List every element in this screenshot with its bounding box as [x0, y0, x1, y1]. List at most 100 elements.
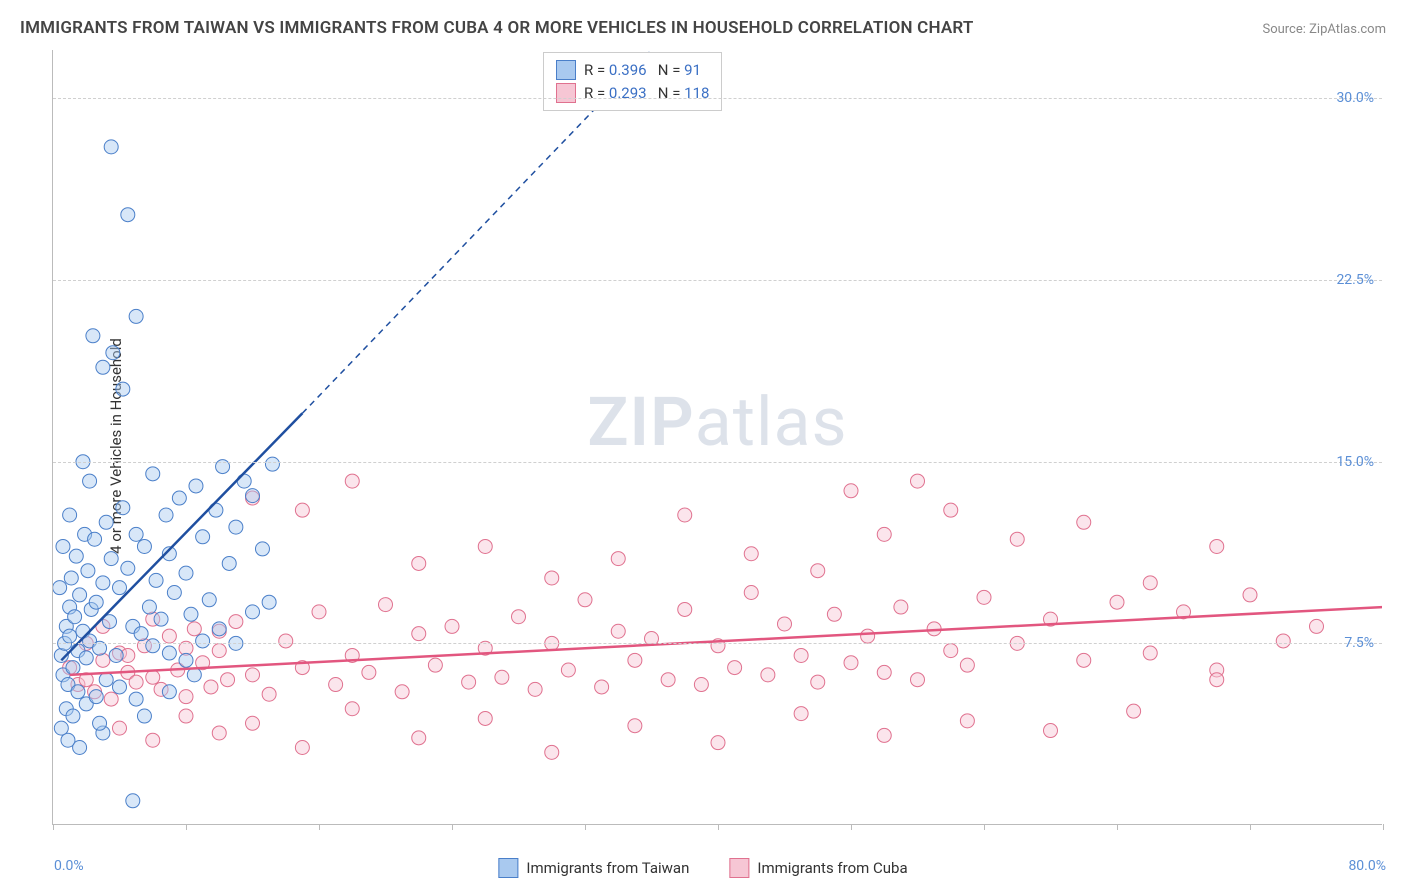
data-point [137, 539, 151, 553]
data-point [960, 714, 974, 728]
legend-label: Immigrants from Cuba [757, 859, 907, 877]
data-point [478, 711, 492, 725]
data-point [129, 527, 143, 541]
data-point [428, 658, 442, 672]
data-point [1077, 515, 1091, 529]
data-point [728, 661, 742, 675]
data-point [944, 503, 958, 517]
data-point [711, 736, 725, 750]
data-point [312, 605, 326, 619]
data-point [412, 627, 426, 641]
data-point [212, 622, 226, 636]
data-point [146, 639, 160, 653]
data-point [345, 474, 359, 488]
data-point [778, 617, 792, 631]
x-axis-max-label: 80.0% [1348, 858, 1386, 874]
data-point [611, 552, 625, 566]
series-legend: Immigrants from Taiwan Immigrants from Cu… [498, 858, 907, 878]
data-point [104, 692, 118, 706]
data-point [179, 566, 193, 580]
x-tick [1250, 824, 1251, 830]
data-point [1010, 532, 1024, 546]
data-point [561, 663, 575, 677]
data-point [179, 690, 193, 704]
x-tick [186, 824, 187, 830]
x-tick [1117, 824, 1118, 830]
data-point [129, 692, 143, 706]
data-point [184, 607, 198, 621]
data-point [495, 670, 509, 684]
data-point [196, 530, 210, 544]
data-point [89, 690, 103, 704]
data-point [1127, 704, 1141, 718]
data-point [126, 794, 140, 808]
data-point [827, 607, 841, 621]
data-point [1210, 539, 1224, 553]
data-point [63, 508, 77, 522]
data-point [81, 564, 95, 578]
data-point [844, 656, 858, 670]
data-point [279, 634, 293, 648]
data-point [129, 675, 143, 689]
gridline [53, 462, 1382, 463]
data-point [445, 619, 459, 633]
data-point [512, 610, 526, 624]
data-point [146, 467, 160, 481]
data-point [96, 576, 110, 590]
data-point [187, 668, 201, 682]
data-point [794, 707, 808, 721]
data-point [113, 680, 127, 694]
data-point [628, 653, 642, 667]
data-point [262, 595, 276, 609]
data-point [113, 581, 127, 595]
data-point [162, 685, 176, 699]
data-point [69, 549, 83, 563]
x-tick [319, 824, 320, 830]
data-point [121, 208, 135, 222]
gridline [53, 280, 1382, 281]
data-point [221, 673, 235, 687]
data-point [628, 719, 642, 733]
data-point [678, 508, 692, 522]
data-point [116, 501, 130, 515]
data-point [395, 685, 409, 699]
data-point [761, 668, 775, 682]
data-point [1143, 576, 1157, 590]
data-point [54, 721, 68, 735]
data-point [137, 709, 151, 723]
data-point [229, 520, 243, 534]
data-point [66, 661, 80, 675]
data-point [146, 733, 160, 747]
data-point [53, 581, 67, 595]
data-point [66, 709, 80, 723]
x-tick [452, 824, 453, 830]
data-point [179, 709, 193, 723]
data-point [96, 360, 110, 374]
data-point [172, 491, 186, 505]
data-point [106, 346, 120, 360]
data-point [595, 680, 609, 694]
data-point [528, 682, 542, 696]
data-point [894, 600, 908, 614]
data-point [167, 586, 181, 600]
data-point [329, 678, 343, 692]
data-point [88, 532, 102, 546]
gridline [53, 643, 1382, 644]
legend-row: R = 0.293 N = 118 [556, 82, 709, 105]
legend-item: Immigrants from Taiwan [498, 858, 689, 878]
data-point [93, 716, 107, 730]
data-point [64, 571, 78, 585]
data-point [1143, 646, 1157, 660]
data-point [295, 503, 309, 517]
data-point [212, 644, 226, 658]
legend-swatch [729, 858, 749, 878]
x-tick [984, 824, 985, 830]
data-point [944, 644, 958, 658]
data-point [71, 685, 85, 699]
data-point [960, 658, 974, 672]
data-point [811, 675, 825, 689]
data-point [794, 648, 808, 662]
y-tick-label: 15.0% [1336, 454, 1374, 470]
data-point [911, 474, 925, 488]
legend-stats: R = 0.293 N = 118 [584, 82, 709, 105]
